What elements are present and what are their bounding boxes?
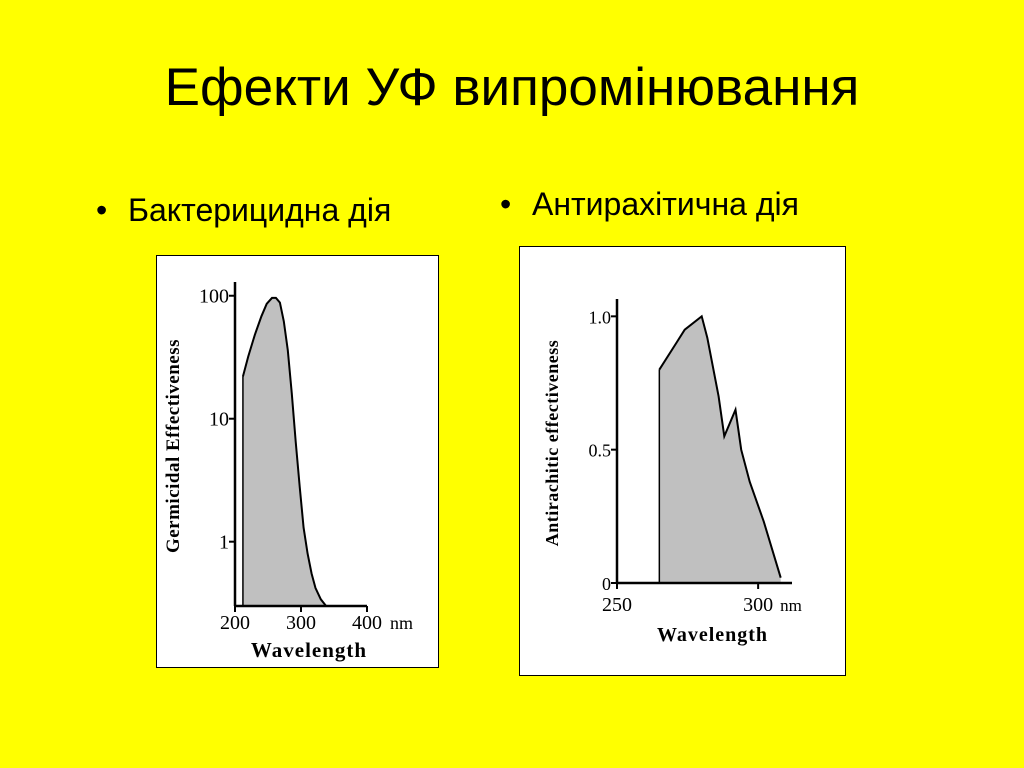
series-area xyxy=(659,316,781,583)
y-axis-title: Antirachitic effectiveness xyxy=(542,340,562,546)
x-tick-label: 300 xyxy=(743,594,773,616)
series-line xyxy=(241,296,327,607)
antirachitic-chart: 0 0.5 1.0 250 300 nm Wavelength Antirachitic ef… xyxy=(542,299,802,646)
bullet-text: Антирахітична дія xyxy=(532,186,799,222)
antirachitic-chart-frame: 0 0.5 1.0 250 300 nm Wavelength Antirachitic ef… xyxy=(519,246,846,676)
x-tick-label: 300 xyxy=(286,612,316,634)
y-tick-label: 0 xyxy=(602,574,611,594)
bullet-antirachitic: • Антирахітична дія xyxy=(500,186,799,223)
x-tick-label: 200 xyxy=(220,612,250,634)
x-axis-title: Wavelength xyxy=(657,624,768,646)
x-unit-label: nm xyxy=(390,613,413,633)
x-tick-label: 250 xyxy=(602,594,632,616)
y-axis-title: Germicidal Effectiveness xyxy=(163,339,184,553)
x-tick-label: 400 xyxy=(352,612,382,634)
series-area xyxy=(242,297,327,606)
bullet-dot: • xyxy=(96,192,108,228)
slide-title: Ефекти УФ випромінювання xyxy=(164,58,860,117)
y-tick-label: 1.0 xyxy=(589,307,612,327)
series-line xyxy=(658,314,782,578)
bullet-dot: • xyxy=(500,186,512,222)
y-tick-label: 100 xyxy=(199,286,229,308)
germicidal-chart-frame: 100 10 1 200 300 400 nm Wavelength Germicidal Ef… xyxy=(156,255,439,668)
bullet-text: Бактерицидна дія xyxy=(128,192,392,228)
y-tick-label: 10 xyxy=(209,409,229,431)
y-tick-label: 1 xyxy=(219,532,229,554)
x-axis-title: Wavelength xyxy=(251,638,367,662)
germicidal-chart: 100 10 1 200 300 400 nm Wavelength Germicidal Ef… xyxy=(163,282,413,662)
y-tick-label: 0.5 xyxy=(589,441,612,461)
bullet-bactericidal: • Бактерицидна дія xyxy=(96,192,391,229)
x-unit-label: nm xyxy=(780,596,802,615)
